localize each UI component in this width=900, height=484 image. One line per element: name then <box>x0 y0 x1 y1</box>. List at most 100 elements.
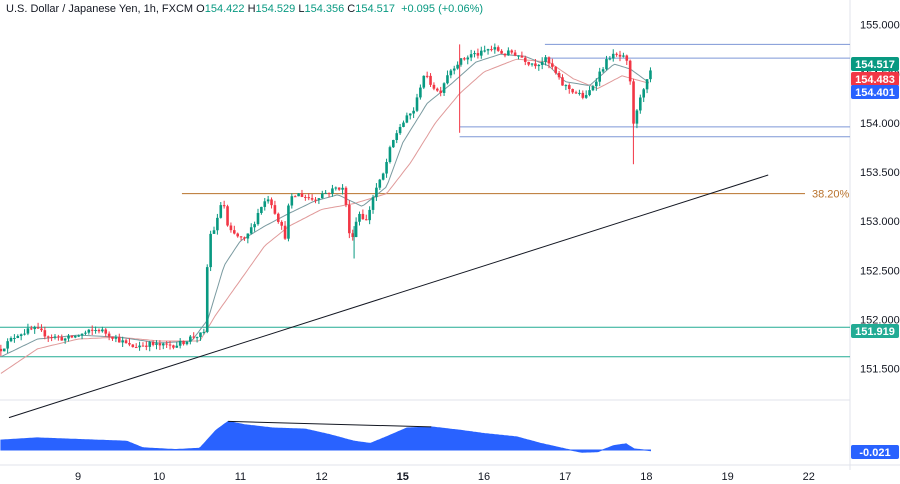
price-badge-text: 154.483 <box>855 74 895 86</box>
candle <box>304 194 307 201</box>
candle <box>523 55 527 66</box>
candle <box>114 334 118 343</box>
candle-body <box>6 341 9 349</box>
candle <box>148 340 152 352</box>
candle <box>425 71 429 79</box>
candle <box>0 344 3 356</box>
sma-slow-line <box>0 58 649 374</box>
candle-body <box>320 193 324 199</box>
candle <box>293 195 297 198</box>
candle <box>26 323 30 336</box>
candle <box>449 68 453 79</box>
candle-body <box>304 196 307 198</box>
candle-body <box>185 341 189 345</box>
candle-body <box>581 92 585 98</box>
candle <box>419 84 422 100</box>
candle-body <box>561 77 564 86</box>
candle-body <box>324 192 327 194</box>
candle-body <box>94 329 97 331</box>
candle-body <box>226 206 229 226</box>
candle-body <box>256 212 260 225</box>
candle-body <box>70 335 74 338</box>
low-value: 154.356 <box>304 3 345 15</box>
candle-body <box>419 87 422 98</box>
candle-body <box>209 233 212 268</box>
candle-body <box>540 61 544 65</box>
candle <box>260 206 263 215</box>
candle <box>493 43 497 54</box>
y-tick-label: 155.000 <box>860 20 900 32</box>
candle-body <box>334 187 338 189</box>
candle <box>199 332 202 341</box>
candle-body <box>490 49 493 51</box>
candle <box>233 225 236 235</box>
candle-body <box>608 58 612 60</box>
candle <box>574 90 578 95</box>
candle <box>16 334 20 339</box>
x-tick-label: 9 <box>75 471 81 483</box>
candle <box>84 330 87 336</box>
candle-body <box>381 173 385 180</box>
candle <box>608 56 612 61</box>
candle <box>500 49 503 54</box>
candle-body <box>520 55 524 58</box>
candle <box>310 194 314 201</box>
y-tick-label: 153.500 <box>860 167 900 179</box>
candle <box>168 340 172 350</box>
candle <box>466 55 470 65</box>
candle <box>507 47 510 56</box>
price-badge: 154.401 <box>851 85 899 99</box>
x-tick-label: 18 <box>640 471 652 483</box>
candle <box>436 87 439 92</box>
candle-body <box>205 267 209 332</box>
candle-body <box>493 47 497 50</box>
candle-body <box>287 205 290 239</box>
candle <box>117 333 121 343</box>
candle <box>138 341 141 351</box>
candle <box>128 338 131 347</box>
candle <box>473 50 476 58</box>
candle <box>276 212 280 224</box>
candle <box>344 186 348 208</box>
candle <box>392 139 395 148</box>
price-badge: -0.021 <box>851 445 899 459</box>
candle <box>145 341 148 351</box>
candle <box>50 334 53 342</box>
candle-body <box>222 205 226 207</box>
candle-body <box>90 329 94 331</box>
candle-body <box>60 337 64 341</box>
candle-body <box>263 201 267 207</box>
candle-body <box>23 333 26 335</box>
candle-body <box>19 334 23 337</box>
candle <box>270 197 273 209</box>
candle-body <box>168 344 172 346</box>
candle <box>537 63 541 71</box>
candle-body <box>87 329 91 333</box>
candle-body <box>158 343 162 346</box>
candle-body <box>527 61 530 65</box>
candle-body <box>392 140 395 148</box>
candle-body <box>639 97 642 111</box>
candle <box>209 230 212 272</box>
candle-body <box>611 53 615 59</box>
candle <box>212 226 216 235</box>
candle <box>415 93 419 113</box>
candle-body <box>280 221 283 226</box>
candle-body <box>50 337 53 339</box>
candle-body <box>358 213 361 222</box>
candle <box>496 45 500 52</box>
candle-body <box>442 83 446 93</box>
candle <box>70 335 74 339</box>
candle-body <box>483 50 486 52</box>
candle <box>645 79 649 94</box>
candle <box>520 51 524 58</box>
candle <box>479 46 483 59</box>
open-label: O <box>196 3 205 15</box>
candle-body <box>547 57 551 64</box>
candle-body <box>337 187 341 190</box>
candle-body <box>408 113 412 116</box>
candle <box>30 325 33 331</box>
candle <box>412 107 415 119</box>
candle <box>534 58 537 69</box>
